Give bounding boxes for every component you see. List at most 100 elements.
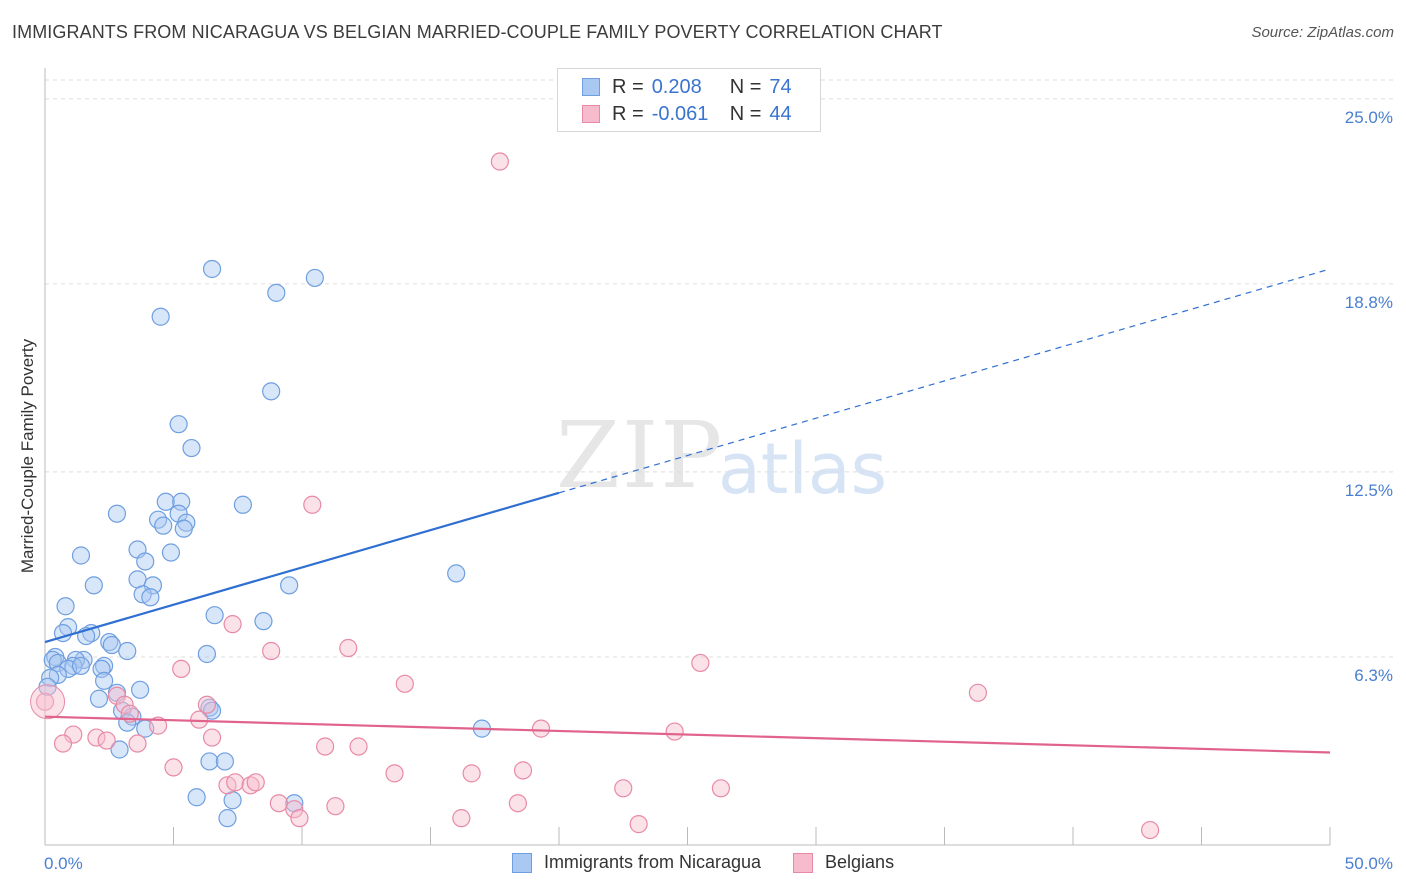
legend-item-nicaragua[interactable]: Immigrants from Nicaragua	[511, 852, 762, 873]
legend-swatch-nicaragua	[511, 852, 532, 873]
point-nicaragua	[64, 656, 83, 676]
axes	[44, 68, 1331, 846]
point-nicaragua	[197, 644, 217, 664]
series-belgians-points	[30, 152, 1160, 840]
point-belgians	[148, 716, 168, 735]
point-belgians	[490, 152, 509, 171]
legend-row-belgians: R = -0.061 N = 44	[582, 103, 792, 125]
point-nicaragua	[200, 698, 219, 717]
point-nicaragua	[200, 752, 219, 771]
point-belgians	[53, 734, 73, 753]
legend-r-label: R =	[612, 75, 644, 98]
legend-item-belgians[interactable]: Belgians	[793, 852, 894, 873]
point-belgians	[290, 809, 309, 828]
point-belgians	[197, 695, 217, 714]
y-tick-label: 18.8%	[1345, 293, 1393, 312]
point-belgians	[262, 641, 281, 661]
point-nicaragua	[161, 543, 181, 562]
point-belgians	[326, 797, 345, 816]
point-belgians	[1140, 820, 1160, 840]
legend-swatch-belgians	[793, 852, 814, 873]
point-belgians	[339, 638, 358, 658]
series-legend: Immigrants from Nicaragua Belgians	[0, 852, 1406, 873]
point-nicaragua	[254, 612, 273, 631]
point-belgians	[665, 722, 684, 741]
point-nicaragua	[95, 671, 114, 690]
point-belgians	[385, 764, 404, 783]
y-tick-label: 6.3%	[1354, 666, 1393, 685]
legend-label-belgians: Belgians	[825, 852, 895, 872]
point-belgians	[531, 719, 551, 738]
point-nicaragua	[172, 492, 191, 511]
point-nicaragua	[156, 492, 175, 511]
trend-line-nicaragua	[44, 491, 560, 644]
point-belgians	[164, 758, 183, 777]
point-belgians	[614, 779, 633, 798]
legend-swatch-nicaragua	[582, 78, 600, 96]
point-belgians	[395, 674, 414, 693]
point-belgians	[349, 737, 368, 756]
point-nicaragua	[56, 597, 75, 616]
point-belgians	[316, 737, 335, 756]
legend-label-nicaragua: Immigrants from Nicaragua	[543, 852, 762, 872]
point-nicaragua	[118, 641, 137, 661]
point-belgians	[115, 695, 134, 714]
point-belgians	[269, 794, 288, 813]
point-belgians	[128, 734, 147, 753]
point-nicaragua	[84, 576, 103, 595]
point-belgians	[968, 683, 988, 702]
point-belgians	[285, 800, 304, 819]
watermark-zip: ZIP	[556, 402, 725, 509]
legend-r-value: -0.061	[651, 102, 709, 125]
x-tick-label: 50.0%	[1345, 854, 1393, 873]
legend-r-value: 0.208	[651, 75, 702, 98]
trend-lines	[44, 268, 1331, 754]
grid-lines	[45, 79, 1395, 658]
point-belgians	[172, 659, 191, 679]
point-belgians	[691, 653, 710, 673]
point-nicaragua	[202, 701, 222, 720]
point-belgians	[87, 728, 106, 747]
point-nicaragua	[151, 307, 170, 326]
point-nicaragua	[233, 495, 252, 514]
x-tick-label: 0.0%	[44, 854, 83, 873]
point-nicaragua	[305, 268, 324, 288]
y-tick-label: 25.0%	[1345, 108, 1393, 127]
point-nicaragua	[202, 259, 222, 279]
point-nicaragua	[89, 689, 109, 708]
point-nicaragua	[447, 564, 466, 583]
point-nicaragua	[143, 576, 163, 595]
point-nicaragua	[218, 809, 237, 828]
point-belgians	[452, 809, 471, 828]
point-belgians	[226, 773, 245, 792]
point-nicaragua	[262, 382, 281, 401]
legend-row-nicaragua: R = 0.208 N = 74	[582, 76, 792, 98]
point-belgians	[462, 764, 481, 783]
point-belgians	[64, 725, 83, 744]
point-nicaragua	[110, 740, 129, 759]
point-nicaragua	[267, 283, 286, 302]
point-nicaragua	[205, 606, 224, 625]
trend-line-belgians	[44, 715, 1331, 754]
point-nicaragua	[187, 788, 206, 807]
point-nicaragua	[174, 519, 193, 538]
point-belgians	[513, 761, 533, 780]
source-label: Source: ZipAtlas.com	[1251, 24, 1394, 41]
point-belgians	[97, 731, 116, 750]
point-belgians	[629, 815, 648, 834]
point-belgians	[508, 794, 527, 813]
legend-n-value: 44	[769, 102, 792, 125]
point-nicaragua	[169, 415, 188, 434]
chart-title: IMMIGRANTS FROM NICARAGUA VS BELGIAN MAR…	[12, 22, 943, 42]
point-nicaragua	[148, 510, 168, 529]
point-nicaragua	[136, 552, 155, 571]
watermark-atlas: atlas	[718, 428, 888, 510]
point-nicaragua	[71, 656, 91, 676]
legend-r-label: R =	[612, 102, 644, 125]
y-tick-label: 12.5%	[1345, 481, 1393, 500]
point-nicaragua	[92, 659, 111, 679]
point-nicaragua	[154, 516, 173, 535]
point-belgians	[241, 776, 260, 795]
trend-line-nicaragua-extension	[558, 268, 1331, 494]
